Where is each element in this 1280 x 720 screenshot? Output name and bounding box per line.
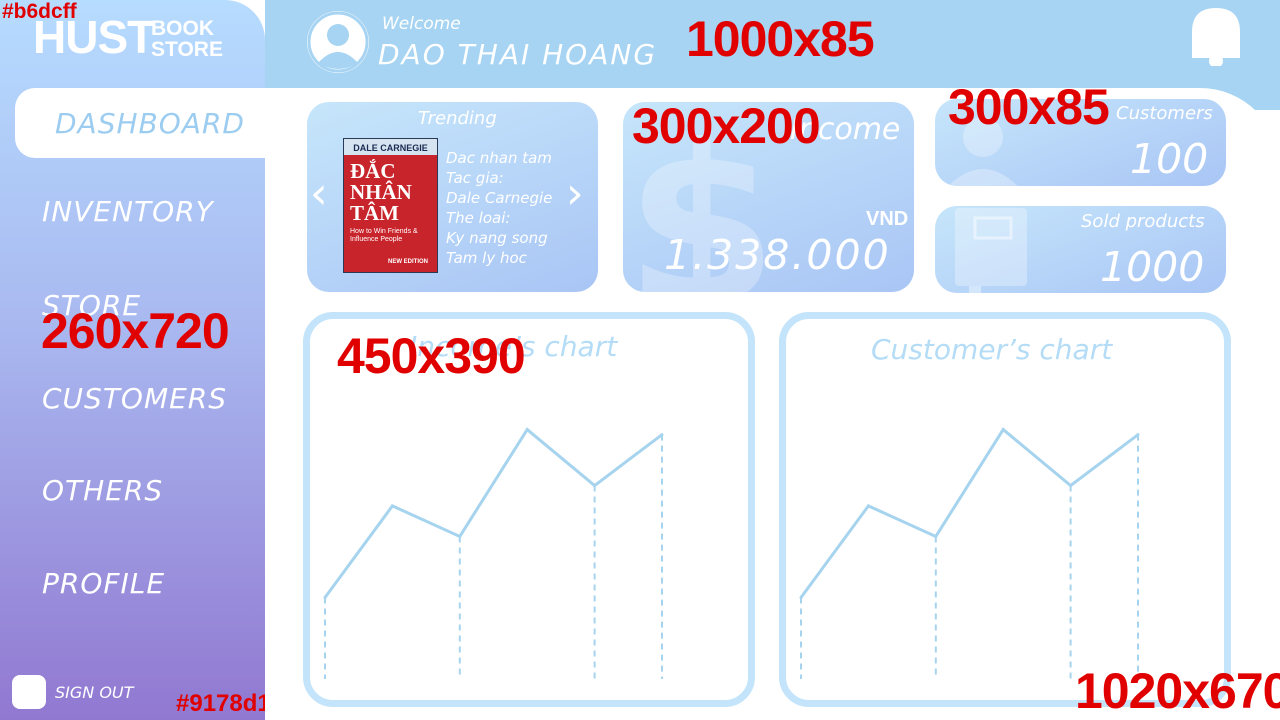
customers-card [935, 99, 1226, 186]
customer-chart-title: Customer’s chart [871, 333, 1113, 366]
sidebar-size-label: 260x720 [41, 303, 230, 359]
book-author: DALE CARNEGIE [344, 139, 437, 155]
trending-info-line: Tac gia: [446, 169, 504, 187]
trending-info-line: Tam ly hoc [446, 249, 527, 267]
sign-out-label: SIGN OUT [55, 682, 134, 702]
customer-chart-card [779, 312, 1231, 707]
chart-point [390, 504, 394, 508]
income-value: 1.338.000 [664, 231, 891, 279]
chart-point [1069, 484, 1073, 488]
trending-info-line: Ky nang song [446, 229, 548, 247]
nav-inventory[interactable]: INVENTORY [0, 176, 265, 246]
nav-dashboard-label: DASHBOARD [55, 106, 245, 140]
header-size-label: 1000x85 [686, 11, 875, 67]
nav-profile-label: PROFILE [42, 566, 166, 600]
logo-text-big: HUST [33, 11, 155, 63]
book-icon [955, 208, 1027, 293]
chart-point [1136, 433, 1140, 437]
svg-text:$: $ [625, 102, 778, 292]
income-chart [323, 427, 664, 679]
book-edition: NEW EDITION [388, 259, 428, 265]
logo-small-line-2: STORE [151, 38, 223, 61]
book-title-line-1: ĐẮC [350, 159, 396, 183]
trending-info-line: The loai: [446, 209, 511, 227]
chart-line [323, 427, 663, 599]
chart-point [799, 596, 803, 600]
chart-size-label: 450x390 [337, 328, 526, 384]
chart-point [525, 428, 529, 432]
nav-dashboard[interactable]: DASHBOARD [15, 88, 265, 158]
chart-point [866, 504, 870, 508]
sold-value: 1000 [1100, 243, 1205, 291]
carousel-dot[interactable] [404, 293, 408, 297]
carousel-dot[interactable] [494, 293, 498, 297]
page-size-label: 1020x670 [1075, 663, 1280, 719]
customer-chart [799, 427, 1140, 679]
nav-store[interactable]: STORE [0, 270, 265, 340]
chart-point [323, 596, 327, 600]
chart-point [660, 433, 664, 437]
carousel-dot[interactable] [509, 293, 513, 297]
book-title: ĐẮC NHÂN TÂM [344, 155, 437, 224]
sidebar-color-label-top: #b6dcff [2, 0, 77, 23]
sold-title: Sold products [1081, 211, 1205, 232]
nav-others-label: OTHERS [42, 473, 164, 507]
customers-size-label: 300x85 [948, 79, 1110, 135]
chart-point [458, 534, 462, 538]
nav-profile[interactable]: PROFILE [0, 548, 265, 618]
sign-out-button[interactable]: SIGN OUT [12, 675, 133, 709]
trending-info: Dac nhan tam Tac gia: Dale Carnegie The … [446, 148, 552, 268]
logo-text-small: BOOK STORE [151, 18, 223, 60]
carousel-dot[interactable] [464, 293, 468, 297]
bell-icon[interactable] [1190, 6, 1242, 68]
carousel-dot[interactable] [449, 293, 453, 297]
book-title-line-2: NHÂN [350, 180, 412, 204]
sign-out-icon [12, 675, 46, 709]
income-card: $ [623, 102, 914, 292]
person-icon [948, 117, 1018, 186]
username: DAO THAI HOANG [378, 38, 658, 71]
income-title: Income [790, 112, 901, 147]
income-chart-card [303, 312, 755, 707]
income-chart-title: Income’s chart [409, 330, 618, 363]
income-currency: VND [866, 208, 909, 230]
book-cover[interactable]: DALE CARNEGIE ĐẮC NHÂN TÂM How to Win Fr… [343, 138, 438, 273]
welcome-text: Welcome [382, 14, 461, 34]
carousel-dot[interactable] [419, 293, 423, 297]
sidebar-color-label-bottom: #9178d1 [176, 690, 271, 717]
book-title-line-3: TÂM [350, 201, 399, 225]
chevron-right-icon[interactable]: › [566, 168, 584, 219]
trending-info-line: Dale Carnegie [446, 189, 553, 207]
income-size-label: 300x200 [632, 98, 821, 154]
chart-point [593, 484, 597, 488]
chart-point [1001, 428, 1005, 432]
chart-line [799, 427, 1139, 599]
logo-small-line-1: BOOK [151, 17, 214, 40]
customers-value: 100 [1130, 135, 1209, 183]
sold-card [935, 206, 1226, 293]
nav-customers-label: CUSTOMERS [42, 381, 228, 415]
dollar-icon: $ [625, 102, 778, 292]
book-subtitle: How to Win Friends & Influence People [350, 228, 418, 243]
trending-title: Trending [418, 108, 497, 129]
carousel-dots [404, 282, 524, 301]
nav-store-label: STORE [42, 288, 142, 322]
carousel-dot[interactable] [479, 293, 483, 297]
trending-info-line: Dac nhan tam [446, 149, 552, 167]
chart-point [934, 534, 938, 538]
chevron-left-icon[interactable]: ‹ [310, 168, 328, 219]
sidebar: HUST BOOK STORE DASHBOARD INVENTORY STOR… [0, 0, 265, 720]
nav-others[interactable]: OTHERS [0, 455, 265, 525]
carousel-dot[interactable] [434, 293, 438, 297]
user-icon[interactable] [307, 11, 369, 73]
nav-inventory-label: INVENTORY [42, 194, 214, 228]
customers-title: Customers [1116, 103, 1213, 124]
nav-customers[interactable]: CUSTOMERS [0, 363, 265, 433]
